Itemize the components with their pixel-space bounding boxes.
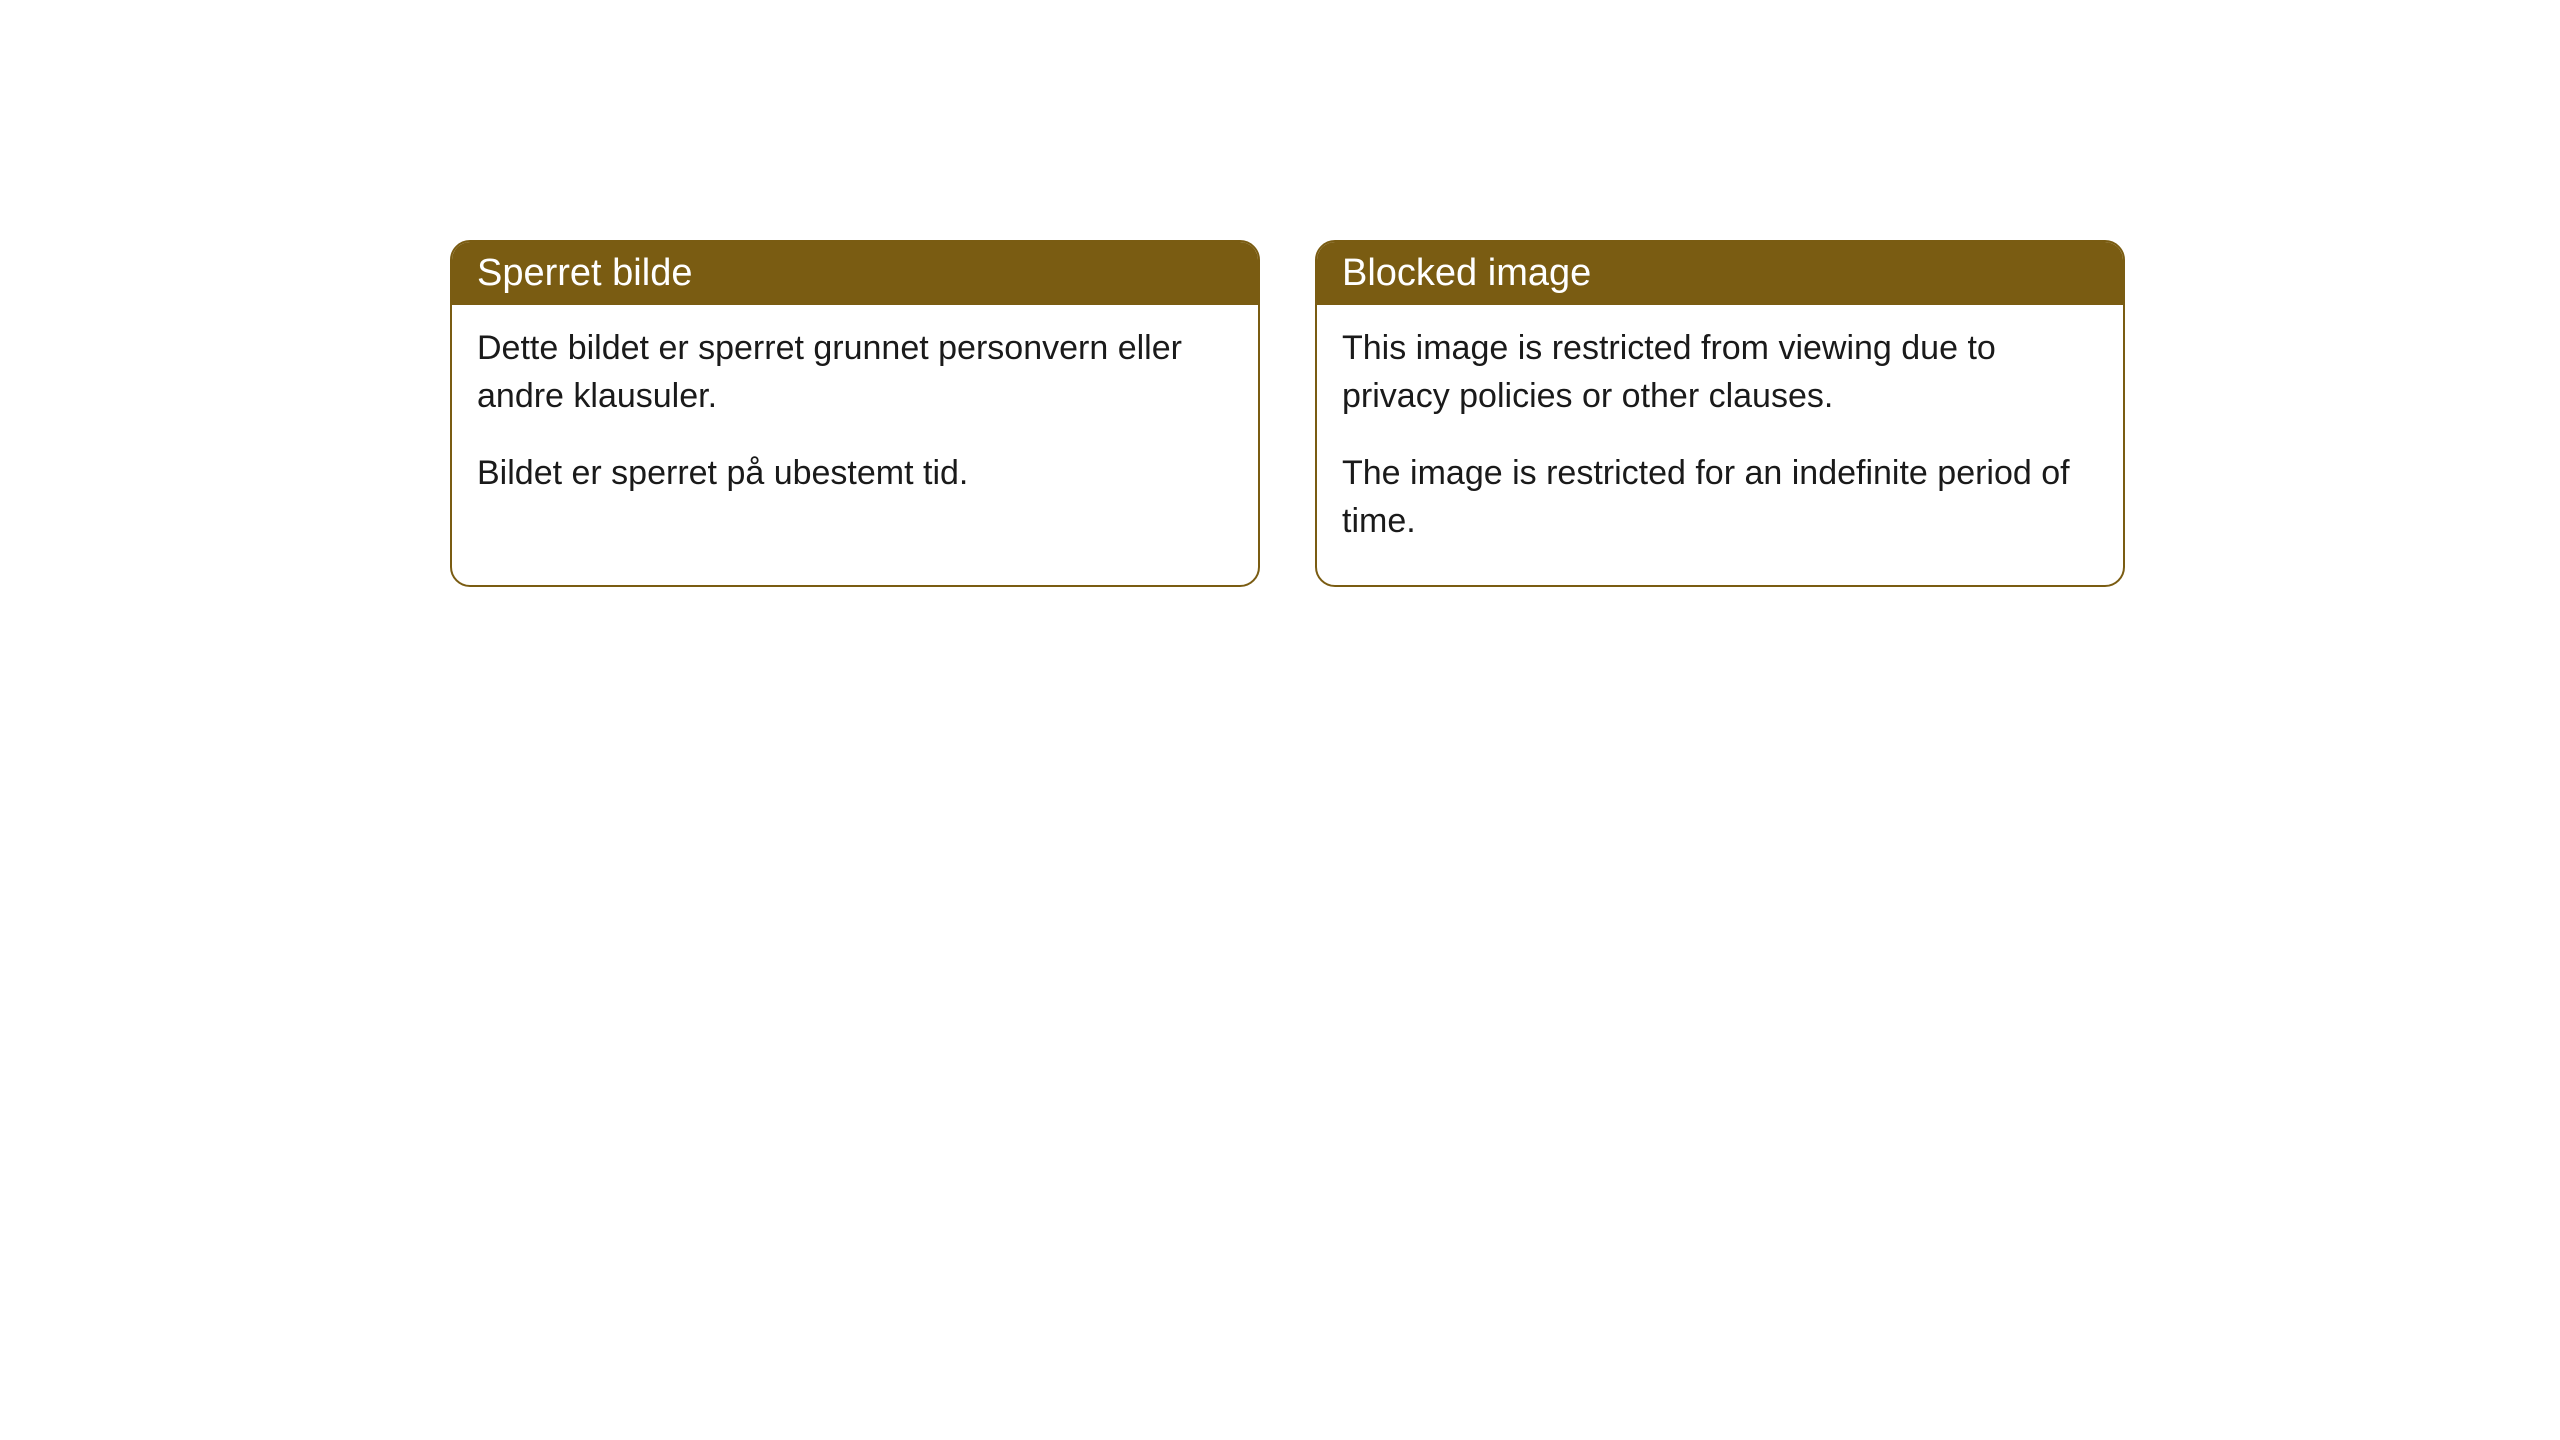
- notice-cards-container: Sperret bilde Dette bildet er sperret gr…: [450, 240, 2125, 587]
- card-paragraph: Dette bildet er sperret grunnet personve…: [477, 325, 1233, 420]
- blocked-image-card-no: Sperret bilde Dette bildet er sperret gr…: [450, 240, 1260, 587]
- card-paragraph: The image is restricted for an indefinit…: [1342, 450, 2098, 545]
- card-paragraph: This image is restricted from viewing du…: [1342, 325, 2098, 420]
- card-title: Blocked image: [1342, 252, 1591, 294]
- card-header: Sperret bilde: [452, 242, 1258, 305]
- card-title: Sperret bilde: [477, 252, 692, 294]
- blocked-image-card-en: Blocked image This image is restricted f…: [1315, 240, 2125, 587]
- card-paragraph: Bildet er sperret på ubestemt tid.: [477, 450, 1233, 498]
- card-header: Blocked image: [1317, 242, 2123, 305]
- card-body: Dette bildet er sperret grunnet personve…: [452, 305, 1258, 538]
- card-body: This image is restricted from viewing du…: [1317, 305, 2123, 585]
